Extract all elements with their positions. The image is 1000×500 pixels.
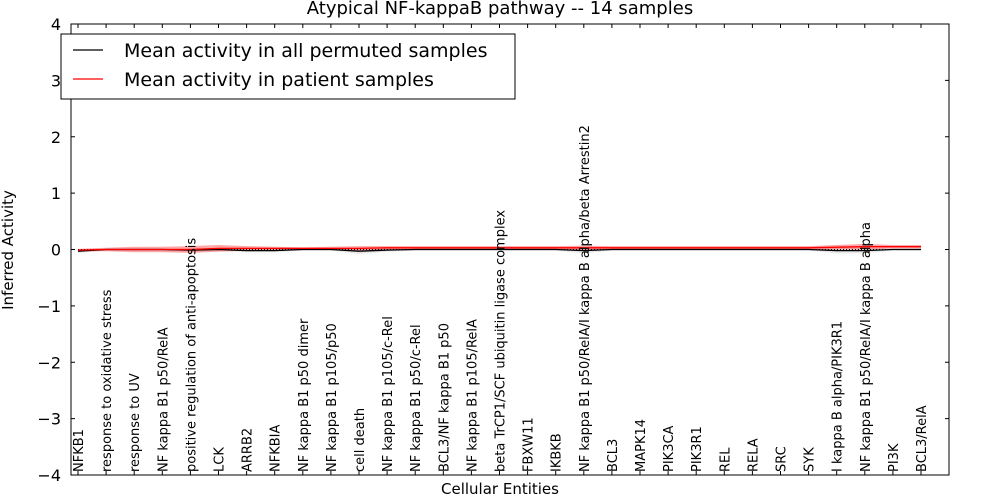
x-tick-label: response to oxidative stress — [100, 289, 115, 472]
lines-layer — [77, 246, 921, 252]
x-tick-label: PIK3CA — [662, 425, 677, 472]
chart-title: Atypical NF-kappaB pathway -- 14 samples — [307, 0, 693, 19]
x-tick-label: NF kappa B1 p50/RelA — [156, 327, 171, 472]
x-tick-label: BCL3/RelA — [915, 405, 930, 472]
y-tick-label: −2 — [37, 353, 61, 372]
legend: Mean activity in all permuted samples Me… — [60, 33, 516, 100]
x-tick-label: cell death — [353, 408, 368, 472]
legend-label-patient: Mean activity in patient samples — [124, 69, 434, 91]
y-tick-label: 0 — [51, 241, 61, 260]
x-tick-label: REL — [718, 447, 733, 472]
y-tick-label: 4 — [51, 15, 61, 34]
x-tick-label: SRC — [775, 446, 790, 472]
x-tick-label: I kappa B alpha/PIK3R1 — [831, 321, 846, 472]
y-tick-label: −1 — [37, 297, 61, 316]
x-axis-label: Cellular Entities — [441, 480, 559, 498]
x-tick-label: PIK3R1 — [690, 426, 705, 472]
legend-label-permuted: Mean activity in all permuted samples — [124, 40, 487, 62]
legend-box — [60, 33, 516, 100]
series-line-0 — [77, 248, 921, 252]
y-tick-label: 2 — [51, 128, 61, 147]
x-tick-label: NF kappa B1 p105/c-Rel — [381, 316, 396, 472]
x-tick-label: NF kappa B1 p50 dimer — [297, 318, 312, 472]
x-tick-label: PI3K — [887, 443, 902, 472]
x-tick-label: BCL3 — [606, 439, 621, 472]
y-tick-label: 1 — [51, 184, 61, 203]
x-tick-label: beta TrCP1/SCF ubiquitin ligase complex — [494, 210, 509, 472]
y-tick-label: −3 — [37, 410, 61, 429]
x-tick-label: positive regulation of anti-apoptosis — [184, 238, 199, 472]
plot-area-frame — [70, 23, 950, 476]
series-line-1 — [77, 246, 921, 251]
x-tick-label: SYK — [803, 447, 818, 472]
x-tick-label: MAPK14 — [634, 419, 649, 472]
x-tick-label: BCL3/NF kappa B1 p50 — [437, 323, 452, 472]
x-tick-label: NFKBIA — [269, 425, 284, 472]
x-tick-label: NF kappa B1 p50/c-Rel — [409, 324, 424, 472]
x-tick-label: ARRB2 — [241, 428, 256, 472]
x-tick-label: LCK — [213, 447, 228, 472]
x-tick-layer: NFKB1 response to oxidative stress respons… — [72, 24, 930, 475]
x-tick-label: IKBKB — [550, 433, 565, 472]
x-tick-label: response to UV — [128, 373, 143, 472]
x-tick-label: NF kappa B1 p105/p50 — [325, 323, 340, 472]
y-tick-label: 3 — [51, 71, 61, 90]
x-tick-label: NF kappa B1 p50/RelA/I kappa B alpha — [859, 222, 874, 472]
y-axis-label: Inferred Activity — [0, 190, 17, 310]
x-tick-label: NF kappa B1 p105/RelA — [465, 319, 480, 472]
x-tick-label: FBXW11 — [522, 417, 537, 472]
x-tick-label: NF kappa B1 p50/RelA/I kappa B alpha/bet… — [578, 125, 593, 472]
x-tick-label: NFKB1 — [72, 429, 87, 472]
x-tick-label: RELA — [746, 438, 761, 472]
y-tick-label: −4 — [37, 466, 61, 485]
